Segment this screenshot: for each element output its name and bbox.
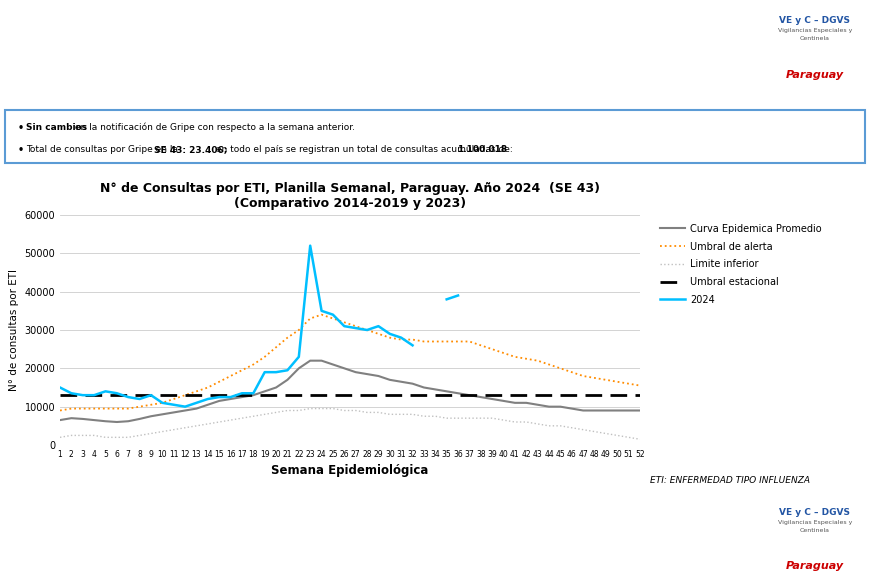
Y-axis label: N° de consultas por ETI: N° de consultas por ETI — [9, 269, 19, 391]
Text: Sin cambios: Sin cambios — [26, 123, 87, 132]
Legend: Curva Epidemica Promedio, Umbral de alerta, Limite inferior, Umbral estacional, : Curva Epidemica Promedio, Umbral de aler… — [656, 220, 825, 309]
Polygon shape — [754, 490, 869, 583]
Text: en todo el país se registran un total de consultas acumuladas de:: en todo el país se registran un total de… — [212, 145, 514, 154]
Text: Paraguay: Paraguay — [785, 561, 843, 571]
Text: Paraguay: Paraguay — [785, 70, 843, 80]
Text: en la notificación de Gripe con respecto a la semana anterior.: en la notificación de Gripe con respecto… — [72, 123, 355, 132]
Title: N° de Consultas por ETI, Planilla Semanal, Paraguay. Año 2024  (SE 43)
(Comparat: N° de Consultas por ETI, Planilla Semana… — [100, 182, 600, 210]
Text: Centinela: Centinela — [799, 36, 829, 41]
Text: 1.100.018: 1.100.018 — [456, 145, 507, 154]
Text: •: • — [18, 123, 24, 133]
X-axis label: Semana Epidemiológica: Semana Epidemiológica — [271, 465, 428, 477]
Text: Vigilancias Especiales y: Vigilancias Especiales y — [777, 28, 852, 33]
Text: VE y C – DGVS: VE y C – DGVS — [779, 16, 850, 25]
Text: Actualización epidemiológica: Jueves 07 de noviembre, Año 2024: Actualización epidemiológica: Jueves 07 … — [161, 53, 592, 66]
Text: •: • — [18, 145, 24, 155]
Text: VE y C – DGVS: VE y C – DGVS — [779, 508, 850, 517]
Text: ETI: ENFERMEDAD TIPO INFLUENZA: ETI: ENFERMEDAD TIPO INFLUENZA — [649, 476, 809, 485]
Text: Vigilancia de Enfermedad Tipo Influenza (ETI) e Infecciones Respiratorias Agudas: Vigilancia de Enfermedad Tipo Influenza … — [57, 515, 695, 528]
Text: Centinela: Centinela — [799, 528, 829, 533]
Text: Actualización epidemiológica: Jueves 07 de noviembre, Año 2024: Actualización epidemiológica: Jueves 07 … — [161, 545, 592, 558]
Text: SE 43: 23.406;: SE 43: 23.406; — [154, 145, 227, 154]
Text: Vigilancias Especiales y: Vigilancias Especiales y — [777, 520, 852, 525]
Text: Total de consultas por Gripe en la: Total de consultas por Gripe en la — [26, 145, 181, 154]
Text: Vigilancia de Enfermedad Tipo Influenza (ETI) e Infecciones Respiratorias Agudas: Vigilancia de Enfermedad Tipo Influenza … — [57, 23, 695, 36]
Polygon shape — [754, 0, 869, 88]
Text: CONSULTAS POR ETI UNIVERSAL (PAÍS) POR PLANILLA SEMANAL, SE 43 año 2024 (20 de o: CONSULTAS POR ETI UNIVERSAL (PAÍS) POR P… — [144, 92, 725, 102]
